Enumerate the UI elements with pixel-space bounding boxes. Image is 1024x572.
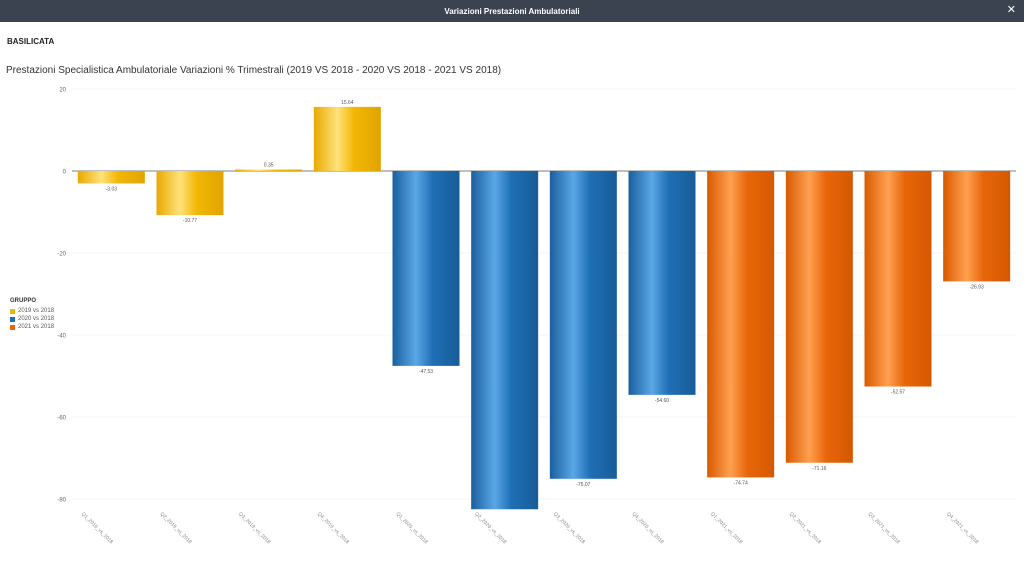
- x-tick-label: Q3_2020_vs_2018: [552, 511, 586, 545]
- legend-label: 2020 vs 2018: [18, 316, 55, 322]
- data-label: -52.57: [891, 390, 905, 396]
- legend-swatch-0: [10, 308, 15, 314]
- legend-item[interactable]: 2020 vs 2018: [10, 315, 54, 323]
- data-label: -74.74: [734, 480, 748, 486]
- legend-label: 2019 vs 2018: [18, 308, 55, 314]
- legend-swatch-1: [10, 316, 15, 322]
- legend-item[interactable]: 2019 vs 2018: [10, 307, 54, 315]
- x-tick-label: Q2_2019_vs_2018: [159, 511, 193, 545]
- bar-Q3_2021_vs_2018: [864, 171, 932, 387]
- legend-swatch-2: [10, 324, 15, 330]
- data-label: -26.93: [970, 284, 984, 290]
- x-tick-label: Q2_2020_vs_2018: [473, 511, 507, 545]
- x-tick-label: Q1_2019_vs_2018: [80, 511, 114, 545]
- close-icon[interactable]: ✕: [1006, 4, 1016, 16]
- data-label: -75.07: [576, 482, 590, 488]
- bar-Q4_2021_vs_2018: [943, 171, 1011, 282]
- x-tick-label: Q4_2020_vs_2018: [631, 511, 665, 545]
- bar-Q1_2021_vs_2018: [707, 171, 775, 478]
- bar-Q3_2020_vs_2018: [549, 171, 617, 479]
- bar-Q2_2020_vs_2018: [471, 171, 539, 510]
- y-tick-label: -20: [57, 252, 66, 258]
- x-tick-label: Q1_2021_vs_2018: [709, 511, 743, 545]
- data-label: -10.77: [183, 218, 197, 224]
- region-label: BASILICATA: [7, 37, 55, 46]
- bar-Q2_2019_vs_2018: [156, 171, 224, 216]
- y-tick-label: 0: [63, 170, 67, 176]
- x-tick-label: Q4_2019_vs_2018: [316, 511, 350, 545]
- data-label: -3.03: [106, 186, 118, 192]
- bar-Q1_2019_vs_2018: [77, 171, 145, 184]
- bar-Q2_2021_vs_2018: [785, 171, 853, 463]
- x-tick-label: Q3_2021_vs_2018: [867, 511, 901, 545]
- data-label: -71.16: [812, 466, 826, 472]
- data-label: 0.35: [264, 163, 274, 169]
- data-label: -47.53: [419, 369, 433, 375]
- chart-title: Prestazioni Specialistica Ambulatoriale …: [6, 65, 502, 76]
- legend-title: GRUPPO: [10, 298, 37, 304]
- window-title: Variazioni Prestazioni Ambulatoriali: [444, 6, 580, 16]
- data-label: -54.60: [655, 398, 669, 404]
- x-tick-label: Q2_2021_vs_2018: [788, 511, 822, 545]
- x-tick-label: Q3_2019_vs_2018: [237, 511, 271, 545]
- y-tick-label: 20: [59, 88, 66, 94]
- bar-Q4_2020_vs_2018: [628, 171, 696, 395]
- y-tick-label: -40: [57, 334, 66, 340]
- window-titlebar: Variazioni Prestazioni Ambulatoriali ✕: [0, 0, 1024, 22]
- x-tick-label: Q1_2020_vs_2018: [395, 511, 429, 545]
- y-tick-label: -80: [57, 498, 66, 504]
- bar-Q3_2019_vs_2018: [235, 169, 303, 171]
- x-tick-label: Q4_2021_vs_2018: [945, 511, 979, 545]
- chart-legend: GRUPPO 2019 vs 2018 2020 vs 2018 2021 vs…: [10, 298, 54, 331]
- bar-Q1_2020_vs_2018: [392, 171, 460, 366]
- legend-label: 2021 vs 2018: [18, 324, 55, 330]
- data-label: 15.64: [341, 100, 354, 106]
- bar-Q4_2019_vs_2018: [313, 106, 381, 171]
- y-tick-label: -60: [57, 416, 66, 422]
- legend-item[interactable]: 2021 vs 2018: [10, 323, 54, 331]
